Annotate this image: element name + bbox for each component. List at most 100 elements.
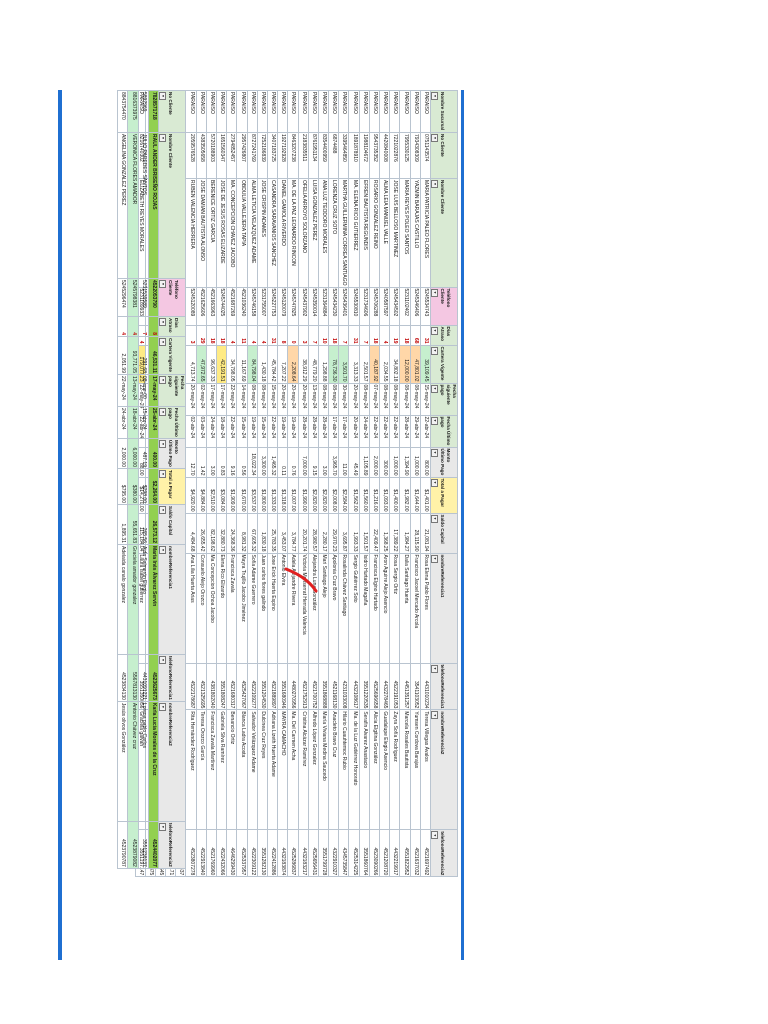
table-cell: 20-may-24 <box>186 383 197 415</box>
table-row[interactable]: PARAISO 2059576528 RUBEN VALENCIA HERRERA 5… <box>186 90 197 877</box>
table-row[interactable]: PARAISO 7934308309 YAZMIN BARAJAS CASTILLO… <box>410 90 421 877</box>
table-row[interactable]: PARAISO 9543735352 ROSARIO GONZALEZ REINO 5… <box>369 90 380 877</box>
table-cell: 18 <box>216 325 227 345</box>
table-cell: 4383505658 <box>196 132 207 179</box>
table-cell: PARAISO <box>379 90 390 133</box>
column-header-label: telefonoReferencia1 <box>440 664 445 709</box>
filter-dropdown-icon[interactable]: ▾ <box>431 554 438 563</box>
filter-dropdown-icon[interactable]: ▾ <box>431 180 438 188</box>
table-cell: 7 <box>308 325 319 345</box>
table-row[interactable]: PARAISO 3407183725 CASANDRA SARAVANIOS SAN… <box>267 90 278 877</box>
table-cell: 1891878910 <box>349 132 360 179</box>
table-cell: 24-abr-24 <box>359 415 370 447</box>
table-cell: 4522432066 <box>216 829 227 877</box>
table-cell: ALMA LETICIA VELAZQUEZ ADAME <box>247 178 258 287</box>
filter-dropdown-icon[interactable]: ▾ <box>159 408 166 416</box>
table-cell: PARAISO <box>206 90 217 133</box>
table-cell: 6874488 <box>328 132 339 179</box>
table-cell: 4522412886 <box>267 829 278 877</box>
table-row[interactable]: PARAISO 8354400959 ANA LUZ TEODORO MORALES… <box>318 90 329 877</box>
table-row[interactable]: PARAISO 1927192928 DANIEL GAMIOLA RIVERDO 5… <box>277 90 288 877</box>
table-cell: Consuelo Alejo Orozco <box>196 553 207 663</box>
filter-dropdown-icon[interactable]: ▾ <box>431 478 438 487</box>
filter-dropdown-icon[interactable]: ▾ <box>159 656 166 664</box>
filter-dropdown-icon[interactable]: ▾ <box>159 92 166 100</box>
filter-dropdown-icon[interactable]: ▾ <box>431 288 438 297</box>
table-cell: 5231755007 <box>257 287 268 325</box>
table-cell: 17-may-24 <box>216 383 227 415</box>
table-cell: BERENICE ORTIZ GARCIA <box>206 178 217 287</box>
table-row[interactable]: PARAISO 7221022876 JOSE LUIS BELLOSO MARTI… <box>389 90 400 877</box>
column-header-label: Fecha Último pago <box>440 416 451 446</box>
table-cell: 08-may-24 <box>389 383 400 415</box>
table-row[interactable]: PARAISO 2794852457 MA. CONCEPCION CHAVEZ J… <box>226 90 237 877</box>
filter-dropdown-icon[interactable]: ▾ <box>431 92 438 100</box>
column-header-label: telefonoReferencia1 <box>168 656 173 700</box>
filter-dropdown-icon[interactable]: ▾ <box>159 318 166 326</box>
table-cell: 5231102402 <box>399 287 411 325</box>
table-row[interactable]: PARAISO 8761951134 LUISA GONZALEZ PEREZ 524… <box>308 90 319 877</box>
table-row[interactable]: PARAISO 7955330125 MARIA REYES POLEO SANTO… <box>399 90 411 877</box>
filter-dropdown-icon[interactable]: ▾ <box>431 416 438 425</box>
table-row[interactable]: PARAISO 8463207238 MA. DE LA PAZ LEONARDO … <box>287 90 299 877</box>
table-cell: 3 <box>186 325 197 345</box>
filter-dropdown-icon[interactable]: ▾ <box>159 702 166 711</box>
table-row[interactable]: 8816373975 VERONICA FLORES AMADOR 52457983… <box>127 90 139 869</box>
filter-dropdown-icon[interactable]: ▾ <box>431 664 438 673</box>
filter-dropdown-icon[interactable]: ▾ <box>159 280 166 288</box>
filter-dropdown-icon[interactable]: ▾ <box>159 338 166 346</box>
sheet-top-border <box>461 90 464 960</box>
filter-dropdown-icon[interactable]: ▾ <box>431 514 438 523</box>
table-cell: 0.56 <box>236 447 248 477</box>
table-row[interactable]: 5892969 JULIO PAREDES SANTOS 5231539589 7 29… <box>138 90 149 869</box>
table-row[interactable]: PARAISO 0751143574 MARIA PATRICIA PALEO FL… <box>420 90 431 877</box>
table-cell: 08-may-24 <box>399 383 411 415</box>
table-row[interactable]: PARAISO 5720188903 BERENICE ORTIZ GARCIA 45… <box>206 90 217 877</box>
table-row[interactable]: PARAISO 8727241769 ALMA LETICIA VELAZQUEZ … <box>247 90 258 877</box>
table-row[interactable]: PARAISO 4420840008 ALMA LEIA MANUEL VALLE 5… <box>379 90 390 877</box>
filter-dropdown-icon[interactable]: ▾ <box>431 448 438 457</box>
table-cell: 03-abr-24 <box>196 415 207 447</box>
filter-dropdown-icon[interactable]: ▾ <box>431 326 438 335</box>
table-row[interactable]: 8843754470 ANGELINA GONZALEZ PEREZ 5245296… <box>117 90 128 869</box>
table-cell: DANIEL GAMIOLA RIVERDO <box>277 178 288 287</box>
table-row[interactable]: PARAISO 3395464850 MARTHA GUILLERMINA CORR… <box>338 90 349 877</box>
filter-dropdown-icon[interactable]: ▾ <box>159 470 166 478</box>
table-row[interactable]: PARAISO 1891878910 MA. ELENA RICO GUTIERRE… <box>349 90 360 877</box>
table-row[interactable]: PARAISO 4383505658 JOSE DAMIAN BAUTISTA AL… <box>196 90 207 877</box>
table-cell: 4322910327 <box>328 829 339 877</box>
filter-dropdown-icon[interactable]: ▾ <box>431 711 438 720</box>
column-header-label: No Cliente <box>168 92 173 115</box>
table-cell: 22-abr-24 <box>420 415 431 447</box>
table-cell: MARIA PATRICIA PALEO FLORES <box>420 178 431 287</box>
column-header: telefonoReferencia2 ▾ <box>430 829 458 877</box>
table-row[interactable]: PARAISO 6874488 LORENZA CRUZ SOTO 524543423… <box>328 90 339 877</box>
filter-dropdown-icon[interactable]: ▾ <box>431 831 438 840</box>
filter-dropdown-icon[interactable]: ▾ <box>159 376 166 384</box>
table-row[interactable]: PARAISO 1988104672 EFREN BAUTISTA REGUNDIS… <box>359 90 370 877</box>
table-cell: Isidro Hurtado Magaña <box>359 553 370 663</box>
table-cell: 17-abr-24 <box>338 415 349 447</box>
table-cell: 3407183725 <box>267 132 278 179</box>
filter-dropdown-icon[interactable]: ▾ <box>159 440 166 448</box>
table-cell: Gabriela Silva Ramírez <box>216 709 227 830</box>
filter-dropdown-icon[interactable]: ▾ <box>159 506 166 514</box>
table-cell: PARAISO <box>226 90 237 133</box>
table-row[interactable]: PARAISO 1651560347 JOSE DE JESUS ROSAS ELI… <box>216 90 227 877</box>
filter-dropdown-icon[interactable]: ▾ <box>431 384 438 393</box>
table-cell: 7934308309 <box>410 132 421 179</box>
column-header-label: Días Atraso <box>440 326 451 342</box>
table-cell: Rosa Sergio Ortiz <box>389 553 400 663</box>
filter-dropdown-icon[interactable]: ▾ <box>431 346 438 355</box>
table-row[interactable]: PARAISO 2957426807 OBDULIA VALLEJERA TAPIA… <box>236 90 248 877</box>
filter-dropdown-icon[interactable]: ▾ <box>159 546 166 554</box>
filter-dropdown-icon[interactable]: ▾ <box>159 822 166 831</box>
table-cell: 5720188903 <box>206 132 217 179</box>
filter-dropdown-icon[interactable]: ▾ <box>431 134 438 142</box>
table-row[interactable]: PARAISO 7252186839 JOSE CRISPIN ADAMES 5231… <box>257 90 268 877</box>
table-row[interactable]: PARAISO 2183835511 OFELIA ARROYO SOLORZANO… <box>298 90 309 877</box>
table-row[interactable]: 7828571718 RAUL ANDER BRISEÑO ROJAS 452205… <box>148 90 159 869</box>
filter-dropdown-icon[interactable]: ▾ <box>159 134 166 142</box>
table-cell: Rosalinda Chávez Santiago <box>338 553 349 663</box>
table-cell: 4646299430 <box>226 829 237 877</box>
